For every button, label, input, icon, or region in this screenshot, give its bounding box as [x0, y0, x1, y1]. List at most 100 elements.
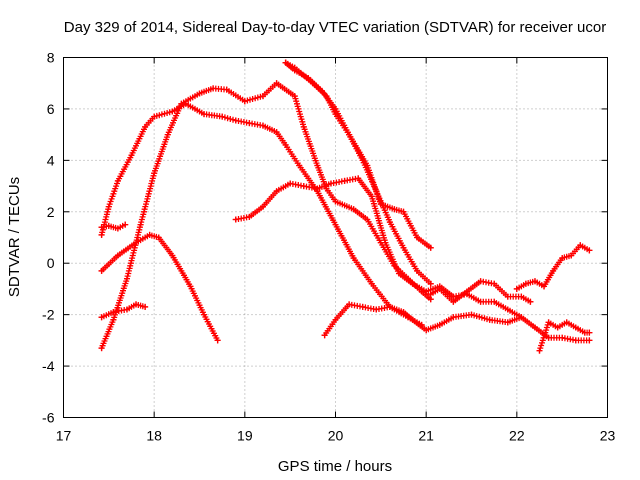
data-point: [423, 327, 430, 334]
data-point: [273, 188, 280, 195]
data-point: [427, 280, 434, 287]
data-point: [427, 244, 434, 251]
data-point: [210, 85, 217, 92]
data-point: [395, 270, 402, 277]
x-tick-label: 23: [600, 428, 616, 444]
x-tick-label: 17: [56, 428, 72, 444]
data-point: [241, 98, 248, 105]
series-track-8: [232, 175, 525, 321]
data-point: [427, 296, 434, 303]
data-point: [98, 345, 105, 352]
data-point: [531, 324, 538, 331]
data-point: [123, 306, 130, 313]
data-point: [98, 314, 105, 321]
data-point: [477, 278, 484, 285]
data-point: [463, 288, 470, 295]
data-point: [201, 111, 208, 118]
data-point: [586, 337, 593, 344]
data-point: [169, 108, 176, 115]
axis-ticks: [63, 57, 608, 418]
data-point: [169, 252, 176, 259]
data-point: [414, 267, 421, 274]
data-point: [373, 306, 380, 313]
series-track-3: [98, 231, 221, 344]
data-point: [122, 221, 129, 228]
y-tick-label: -2: [42, 307, 55, 323]
data-point: [559, 255, 566, 262]
data-point: [364, 162, 371, 169]
data-point: [568, 252, 575, 259]
data-point: [586, 329, 593, 336]
data-point: [98, 231, 105, 238]
data-point: [341, 177, 348, 184]
data-point: [536, 347, 543, 354]
data-point: [246, 213, 253, 220]
data-point: [586, 247, 593, 254]
data-point: [423, 288, 430, 295]
data-point: [282, 141, 289, 148]
data-series: [98, 59, 593, 354]
data-point: [291, 67, 298, 74]
data-point: [400, 244, 407, 251]
data-point: [427, 291, 434, 298]
data-point: [559, 334, 566, 341]
data-point: [259, 122, 266, 129]
y-tick-label: -4: [42, 358, 55, 374]
data-point: [291, 93, 298, 100]
data-point: [105, 203, 112, 210]
data-point: [164, 131, 171, 138]
data-point: [332, 105, 339, 112]
data-point: [527, 298, 534, 305]
data-point: [409, 280, 416, 287]
y-tick-label: 8: [47, 50, 55, 66]
data-point: [346, 131, 353, 138]
series-track-7: [282, 59, 434, 251]
data-point: [98, 267, 105, 274]
data-point: [287, 180, 294, 187]
data-point: [382, 239, 389, 246]
data-point: [577, 242, 584, 249]
data-point: [282, 59, 289, 66]
data-point: [504, 293, 511, 300]
data-point: [504, 319, 511, 326]
series-track-5: [98, 80, 434, 352]
y-tick-label: 0: [47, 255, 55, 271]
y-tick-label: -6: [42, 410, 55, 426]
y-tick-labels: -6 -4 -2 0 2 4 6 8: [42, 50, 55, 426]
data-point: [137, 221, 144, 228]
data-point: [142, 303, 149, 310]
data-point: [214, 337, 221, 344]
data-point: [105, 222, 112, 229]
y-tick-label: 4: [47, 152, 55, 168]
data-point: [332, 316, 339, 323]
data-point: [563, 319, 570, 326]
data-point: [300, 183, 307, 190]
series-track-12: [536, 319, 593, 354]
series-track-2: [98, 100, 425, 328]
data-point: [223, 86, 230, 93]
data-point: [368, 280, 375, 287]
data-point: [450, 298, 457, 305]
data-point: [518, 293, 525, 300]
data-point: [151, 170, 158, 177]
data-point: [541, 283, 548, 290]
data-point: [522, 280, 529, 287]
data-point: [518, 314, 525, 321]
data-point: [572, 324, 579, 331]
data-point: [414, 234, 421, 241]
marker-trail: [98, 231, 221, 344]
x-tick-labels: 17 18 19 20 21 22 23: [56, 428, 616, 444]
data-point: [232, 216, 239, 223]
data-point: [350, 255, 357, 262]
data-point: [296, 162, 303, 169]
data-point: [201, 311, 208, 318]
data-point: [436, 285, 443, 292]
data-point: [146, 231, 153, 238]
y-tick-label: 6: [47, 101, 55, 117]
marker-trail: [98, 100, 425, 328]
series-track-10: [427, 278, 534, 305]
data-point: [550, 267, 557, 274]
data-point: [350, 206, 357, 213]
data-point: [273, 80, 280, 87]
